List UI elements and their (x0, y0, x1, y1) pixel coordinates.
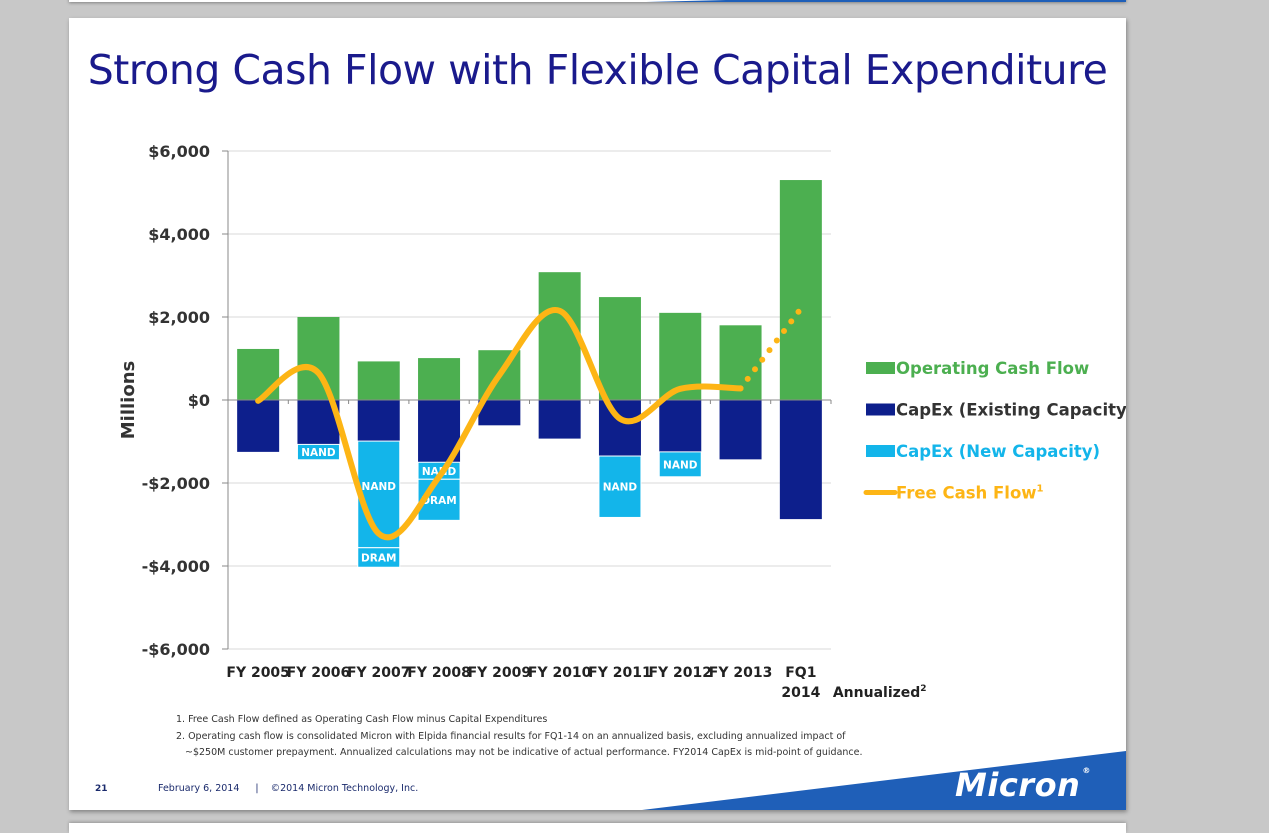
logo-wordmark: Micron (955, 766, 1081, 804)
bar-operating-cash-flow (598, 297, 641, 400)
legend-label-text: CapEx (New Capacity) (896, 442, 1100, 461)
previous-slide-edge (69, 0, 1126, 2)
bar-capex-new (658, 451, 702, 478)
annualized-text: Annualized (833, 685, 920, 701)
y-tick-label: $0 (188, 391, 210, 410)
cash-flow-chart: $6,000 $4,000 $2,000 $0 -$2,000 -$4,000 -$6,00… (118, 142, 1126, 701)
bar-capex-existing (237, 400, 280, 452)
bar-operating-cash-flow (297, 317, 340, 400)
free-cash-flow-line (255, 307, 744, 541)
micron-logo: Micron ® (955, 766, 1091, 804)
legend-swatch (866, 445, 895, 457)
logo-registered-mark: ® (1082, 766, 1091, 775)
x-tick-label: FQ1 (785, 665, 816, 681)
x-tick-label: 2014 (781, 685, 820, 701)
x-tick-label: FY 2008 (407, 665, 471, 681)
y-tick-label: -$2,000 (142, 474, 210, 493)
bar-capex-existing (779, 400, 822, 520)
legend-swatch (866, 403, 895, 416)
bar-capex-new (357, 440, 401, 549)
legend-label: Operating Cash Flow (896, 359, 1089, 378)
bar-capex-existing (478, 400, 521, 426)
bar-segment-label: NAND (362, 481, 397, 493)
x-tick-label: FY 2010 (528, 665, 592, 681)
x-tick-label: FY 2012 (648, 665, 712, 681)
y-tick-label: $2,000 (148, 308, 210, 327)
bar-operating-cash-flow (237, 348, 280, 400)
bar-segment-label: DRAM (421, 495, 456, 507)
bar-capex-existing (719, 400, 762, 460)
bar-capex-new (357, 547, 401, 568)
bar-capex-existing (659, 400, 702, 452)
x-tick-label: FY 2011 (588, 665, 652, 681)
bar-segment-label: DRAM (361, 552, 396, 564)
bar-capex-new (598, 455, 642, 518)
legend-label: CapEx (New Capacity) (896, 442, 1100, 461)
footer: February 6, 2014 | ©2014 Micron Technology… (158, 783, 418, 794)
y-axis-title: Millions (118, 361, 139, 440)
y-tick-label: -$6,000 (142, 640, 210, 659)
legend-label-text: Free Cash Flow (896, 484, 1037, 503)
footnote-1: 1. Free Cash Flow defined as Operating C… (176, 714, 548, 725)
bar-segment-label: NAND (663, 459, 698, 471)
bar-operating-cash-flow (357, 361, 400, 400)
x-tick-label: FY 2013 (709, 665, 773, 681)
footer-separator: | (255, 783, 259, 794)
slide: Strong Cash Flow with Flexible Capital E… (69, 18, 1126, 810)
bar-segment-label: NAND (301, 447, 336, 459)
y-tick-label: -$4,000 (142, 557, 210, 576)
bar-capex-existing (357, 400, 400, 442)
footnote-2-continued: ~$250M customer prepayment. Annualized c… (185, 747, 863, 758)
bar-operating-cash-flow (779, 180, 822, 400)
x-tick-label: FY 2005 (226, 665, 290, 681)
bar-operating-cash-flow (538, 272, 581, 400)
legend-footnote-mark: 1 (1037, 484, 1044, 495)
footer-copyright: ©2014 Micron Technology, Inc. (270, 783, 419, 794)
annualized-footnote-mark: 2 (920, 684, 926, 694)
legend-swatch (866, 362, 895, 374)
legend-label-text: CapEx (Existing Capacity) (896, 401, 1126, 420)
page-number: 21 (95, 784, 108, 794)
legend-label: Free Cash Flow1 (896, 484, 1044, 503)
next-slide-edge (69, 823, 1126, 833)
legend-label: CapEx (Existing Capacity) (896, 401, 1126, 420)
x-tick-label: FY 2009 (468, 665, 532, 681)
bar-capex-existing (538, 400, 581, 439)
free-cash-flow-projection (737, 305, 804, 392)
x-tick-label: FY 2007 (347, 665, 411, 681)
footer-date: February 6, 2014 (158, 783, 240, 794)
annualized-label: Annualized2 (833, 684, 927, 701)
footnote-2: 2. Operating cash flow is consolidated M… (176, 730, 846, 742)
bar-operating-cash-flow (418, 358, 461, 400)
x-tick-label: FY 2006 (287, 665, 351, 681)
slide-title: Strong Cash Flow with Flexible Capital E… (87, 46, 1108, 94)
legend-label-text: Operating Cash Flow (896, 359, 1089, 378)
bar-capex-existing (598, 400, 641, 457)
y-tick-label: $6,000 (148, 142, 210, 161)
bar-capex-new (296, 443, 340, 461)
bar-segment-label: NAND (603, 482, 638, 494)
footnotes: 1. Free Cash Flow defined as Operating C… (176, 712, 863, 762)
y-tick-label: $4,000 (148, 225, 210, 244)
